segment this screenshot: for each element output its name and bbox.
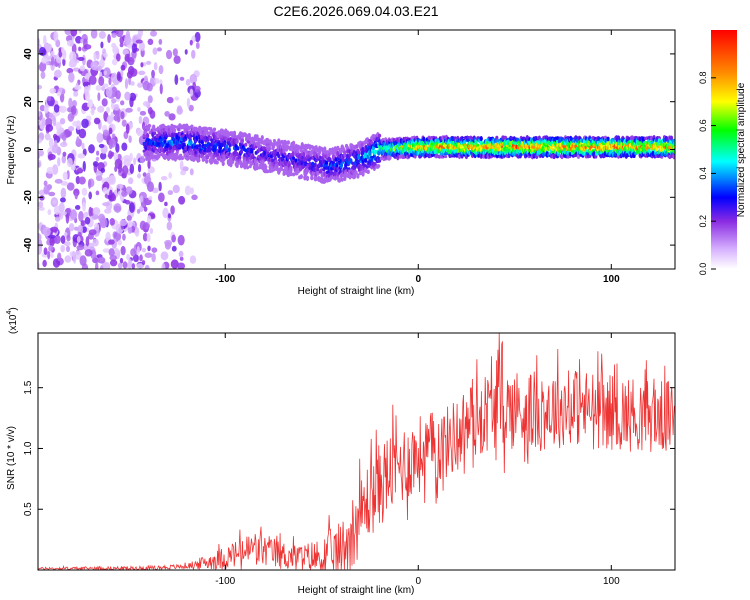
snr-x-tick-label: 0 [415,576,421,587]
spectrogram-x-tick-label: 0 [415,274,421,285]
snr-panel: -100 0 100 0.5 1.0 1.5 Height of straight li… [6,307,676,596]
spectrogram-y-tick-label: 40 [23,48,34,60]
spectrogram-y-tick-label: 20 [23,96,34,108]
spectrogram-panel: -100 0 100 -40 -20 0 20 40 Height of straight … [6,29,676,297]
spectrogram-x-axis-label: Height of straight line (km) [298,286,415,297]
colorbar: 0.0 0.2 0.4 0.6 0.8 Normalized spectral ampl… [698,30,747,275]
colorbar-tick-label: 0.0 [698,263,708,276]
spectrogram-x-ticks: -100 0 100 [215,30,620,285]
colorbar-tick-label: 0.6 [698,119,708,132]
spectrogram-x-tick-label: 100 [603,274,620,285]
snr-x-ticks: -100 0 100 [215,333,620,587]
colorbar-tick-label: 0.2 [698,215,708,228]
chart-title: C2E6.2026.069.04.03.E21 [273,3,438,19]
colorbar-ticks: 0.0 0.2 0.4 0.6 0.8 [698,72,716,276]
svg-text:(x104): (x104) [6,307,19,334]
spectrogram-x-tick-label: -100 [215,274,235,285]
spectrogram-heatmap [38,30,675,269]
spectrogram-y-tick-label: -20 [23,190,34,205]
snr-y-axis-label: SNR (10 * v/v) [6,426,17,490]
spectrogram-y-tick-label: 0 [23,146,34,152]
colorbar-label: Normalized spectral amplitude [736,82,747,217]
snr-series-line [38,333,675,570]
snr-y-ticks: 0.5 1.0 1.5 [23,380,675,516]
snr-y-tick-label: 0.5 [23,502,34,516]
snr-y-tick-label: 1.5 [23,380,34,394]
snr-x-tick-label: 100 [603,576,620,587]
spectrogram-y-axis-label: Frequency (Hz) [6,116,17,185]
snr-scale-base: (x10 [8,314,19,334]
snr-scale-label: (x104) [6,307,19,334]
snr-x-tick-label: -100 [215,576,235,587]
snr-x-axis-label: Height of straight line (km) [298,585,415,596]
snr-frame [37,332,676,571]
colorbar-tick-label: 0.4 [698,167,708,180]
colorbar-gradient [711,30,737,269]
spectrogram-y-ticks: -40 -20 0 20 40 [23,48,675,252]
snr-scale-exponent: 4 [6,311,13,315]
snr-y-tick-label: 1.0 [23,441,34,455]
colorbar-tick-label: 0.8 [698,72,708,85]
snr-scale-close: ) [8,307,19,310]
spectrogram-y-tick-label: -40 [23,237,34,252]
